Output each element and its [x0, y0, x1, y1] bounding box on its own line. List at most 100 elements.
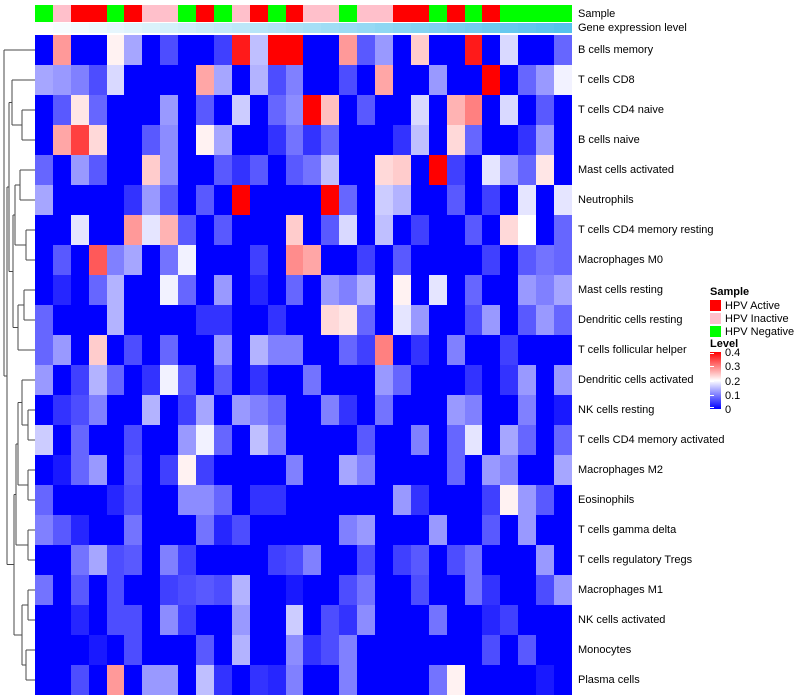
heatmap-cell	[142, 395, 161, 425]
heatmap-cell	[52, 545, 71, 575]
heatmap-cell	[428, 425, 447, 455]
heatmap-cell	[375, 395, 393, 425]
gene-expression-cell	[285, 23, 304, 33]
heatmap-cell	[303, 605, 322, 635]
heatmap-cell	[52, 575, 71, 605]
heatmap-cell	[339, 395, 358, 425]
heatmap-cell	[321, 245, 340, 275]
heatmap-cell	[249, 35, 268, 65]
row-label: Macrophages M1	[578, 584, 663, 596]
heatmap-cell	[285, 275, 304, 305]
heatmap-cell	[178, 215, 197, 245]
gene-expression-cell	[464, 23, 483, 33]
heatmap-cell	[392, 395, 411, 425]
heatmap-cell	[410, 215, 429, 245]
heatmap-cell	[554, 275, 572, 305]
heatmap-cell	[464, 665, 483, 695]
legend-item-label: HPV Inactive	[725, 313, 789, 325]
heatmap-cell	[35, 125, 53, 155]
heatmap-cell	[213, 575, 232, 605]
heatmap-cell	[428, 95, 447, 125]
heatmap-cell	[124, 95, 143, 125]
heatmap-cell	[357, 635, 376, 665]
heatmap-cell	[357, 365, 376, 395]
heatmap-cell	[375, 185, 393, 215]
heatmap-cell	[410, 335, 429, 365]
heatmap-cell	[35, 155, 53, 185]
heatmap-cell	[35, 35, 53, 65]
heatmap-cell	[213, 185, 232, 215]
heatmap-cell	[267, 485, 286, 515]
heatmap-cell	[142, 275, 161, 305]
heatmap-cell	[482, 155, 501, 185]
heatmap-cell	[339, 425, 358, 455]
heatmap-cell	[518, 95, 537, 125]
heatmap-cell	[321, 485, 340, 515]
heatmap-cell	[321, 365, 340, 395]
heatmap-cell	[267, 575, 286, 605]
heatmap-cell	[392, 35, 411, 65]
heatmap-cell	[231, 275, 250, 305]
heatmap-cell	[536, 125, 555, 155]
heatmap-cell	[196, 515, 214, 545]
heatmap-cell	[231, 605, 250, 635]
heatmap-cell	[554, 95, 572, 125]
heatmap-cell	[52, 515, 71, 545]
heatmap-cell	[339, 605, 358, 635]
heatmap-cell	[339, 65, 358, 95]
sample-annotation-cell	[518, 5, 537, 22]
heatmap-cell	[106, 485, 125, 515]
heatmap-cell	[178, 665, 197, 695]
heatmap-cell	[482, 305, 501, 335]
heatmap-cell	[142, 185, 161, 215]
heatmap-cell	[160, 35, 179, 65]
heatmap-cell	[321, 425, 340, 455]
heatmap-cell	[518, 185, 537, 215]
heatmap-cell	[428, 125, 447, 155]
heatmap-cell	[249, 515, 268, 545]
gene-expression-cell	[52, 23, 71, 33]
heatmap-cell	[464, 575, 483, 605]
heatmap-cell	[446, 305, 465, 335]
heatmap-cell	[500, 545, 519, 575]
heatmap-cell	[196, 35, 214, 65]
heatmap-cell	[321, 185, 340, 215]
heatmap-cell	[518, 245, 537, 275]
heatmap-cell	[554, 215, 572, 245]
heatmap-cell	[392, 455, 411, 485]
heatmap-cell	[446, 245, 465, 275]
heatmap-cell	[249, 215, 268, 245]
heatmap-cell	[357, 245, 376, 275]
heatmap-cell	[339, 485, 358, 515]
heatmap-cell	[70, 245, 89, 275]
heatmap-cell	[35, 485, 53, 515]
heatmap-cell	[500, 95, 519, 125]
heatmap-cell	[142, 305, 161, 335]
heatmap-cell	[357, 395, 376, 425]
heatmap-cell	[124, 35, 143, 65]
heatmap-cell	[124, 605, 143, 635]
heatmap-cell	[196, 125, 214, 155]
heatmap-cell	[267, 125, 286, 155]
heatmap-cell	[554, 395, 572, 425]
heatmap-cell	[518, 635, 537, 665]
heatmap-cell	[285, 455, 304, 485]
heatmap-cell	[106, 95, 125, 125]
heatmap-cell	[339, 335, 358, 365]
heatmap-cell	[339, 35, 358, 65]
heatmap-cell	[428, 215, 447, 245]
heatmap-cell	[106, 425, 125, 455]
level-tick-mark	[710, 380, 714, 382]
heatmap-cell	[88, 95, 107, 125]
heatmap-cell	[446, 425, 465, 455]
heatmap-cell	[392, 215, 411, 245]
heatmap-cell	[178, 575, 197, 605]
heatmap-cell	[70, 275, 89, 305]
heatmap-cell	[446, 515, 465, 545]
heatmap-cell	[321, 125, 340, 155]
heatmap-cell	[160, 545, 179, 575]
heatmap-cell	[124, 545, 143, 575]
heatmap-cell	[52, 395, 71, 425]
heatmap-cell	[536, 335, 555, 365]
heatmap-cell	[106, 395, 125, 425]
